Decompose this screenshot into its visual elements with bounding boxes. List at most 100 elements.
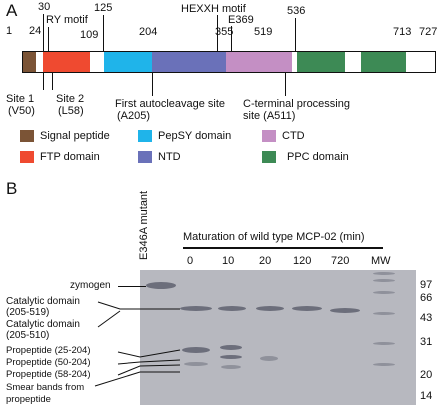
segment-ftp-domain bbox=[43, 52, 90, 72]
position-536: 536 bbox=[287, 5, 306, 17]
segment-signal-peptide bbox=[23, 52, 36, 72]
site1-line bbox=[43, 72, 44, 90]
panel-b-letter: B bbox=[6, 179, 18, 198]
tick-30 bbox=[43, 14, 44, 52]
gel-band-propeptide-20 bbox=[260, 356, 278, 361]
gel-band-zymogen bbox=[146, 282, 176, 289]
position-355: 355 bbox=[215, 26, 234, 38]
site2-line bbox=[52, 72, 53, 90]
position-713: 713 bbox=[393, 26, 412, 38]
gel-band-smear-0 bbox=[184, 362, 208, 366]
gel-band-catalytic-0 bbox=[180, 306, 212, 311]
mw-66: 66 bbox=[420, 292, 433, 304]
ladder-14 bbox=[373, 363, 395, 366]
gel-band-catalytic-120 bbox=[292, 306, 322, 311]
ry-motif-label: RY motif bbox=[46, 14, 88, 26]
gel-band-smear-10 bbox=[221, 365, 241, 369]
ladder-31 bbox=[373, 312, 395, 315]
mw-20: 20 bbox=[420, 369, 433, 381]
position-30: 30 bbox=[38, 1, 51, 13]
legend-ntd: NTD bbox=[158, 151, 181, 163]
label-catalytic-1b: (205-519) bbox=[6, 307, 50, 318]
label-smear-a: Smear bands from bbox=[6, 382, 85, 393]
ladder-97 bbox=[373, 272, 395, 275]
position-519: 519 bbox=[254, 26, 273, 38]
tick-125 bbox=[103, 15, 104, 52]
ladder-20 bbox=[373, 342, 395, 345]
site1-label: Site 1 bbox=[6, 93, 35, 105]
time-10: 10 bbox=[222, 255, 235, 267]
mw-31: 31 bbox=[420, 336, 433, 348]
site2-residue: (L58) bbox=[58, 105, 84, 117]
site2-label: Site 2 bbox=[56, 93, 85, 105]
label-propeptide-25-204: Propeptide (25-204) bbox=[6, 345, 91, 356]
segment-ntd bbox=[152, 52, 226, 72]
label-propeptide-50-204: Propeptide (50-204) bbox=[6, 357, 91, 368]
legend-swatch-ctd bbox=[262, 130, 276, 142]
label-catalytic-2a: Catalytic domain bbox=[6, 319, 80, 330]
mw-43: 43 bbox=[420, 312, 433, 324]
gel-band-propeptide-0 bbox=[182, 347, 210, 353]
gel-band-catalytic-10 bbox=[218, 306, 246, 311]
cterm-label: C-terminal processing bbox=[243, 98, 350, 110]
label-propeptide-58-204: Propeptide (58-204) bbox=[6, 369, 91, 380]
label-catalytic-2b: (205-510) bbox=[6, 330, 50, 341]
cterm-line bbox=[285, 72, 286, 96]
gel-band-catalytic-20 bbox=[256, 306, 284, 311]
tick-ry bbox=[48, 27, 49, 52]
position-204: 204 bbox=[139, 26, 158, 38]
label-catalytic-1a: Catalytic domain bbox=[6, 296, 80, 307]
legend-pepsy-domain: PepSY domain bbox=[158, 130, 232, 142]
position-125: 125 bbox=[94, 2, 113, 14]
gel-band-catalytic-720 bbox=[330, 308, 360, 313]
autocleavage-residue: (A205) bbox=[117, 110, 151, 122]
segment-ppc-domain-2 bbox=[361, 52, 406, 72]
maturation-title: Maturation of wild type MCP-02 (min) bbox=[183, 231, 365, 243]
segment-ctd bbox=[226, 52, 292, 72]
position-109: 109 bbox=[80, 29, 99, 41]
position-24: 24 bbox=[29, 25, 42, 37]
mw-label: MW bbox=[371, 255, 391, 267]
legend-swatch-ntd bbox=[138, 151, 152, 163]
time-20: 20 bbox=[259, 255, 272, 267]
segment-pepsy-domain bbox=[104, 52, 152, 72]
position-727: 727 bbox=[419, 26, 438, 38]
ladder-43 bbox=[373, 291, 395, 294]
mw-97: 97 bbox=[420, 279, 433, 291]
legend-swatch-pepsy bbox=[138, 130, 152, 142]
time-120: 120 bbox=[293, 255, 312, 267]
legend-swatch-signal-peptide bbox=[20, 130, 34, 142]
legend-swatch-ftp bbox=[20, 151, 34, 163]
legend-ppc-domain: PPC domain bbox=[287, 151, 349, 163]
legend-signal-peptide: Signal peptide bbox=[40, 130, 110, 142]
line-zymogen bbox=[118, 286, 146, 287]
cterm-residue: site (A511) bbox=[243, 110, 296, 122]
e369-label: E369 bbox=[228, 14, 254, 26]
position-1: 1 bbox=[6, 25, 13, 37]
legend-ftp-domain: FTP domain bbox=[40, 151, 100, 163]
sds-page-gel bbox=[140, 270, 416, 405]
site1-residue: (V50) bbox=[8, 105, 35, 117]
label-zymogen: zymogen bbox=[70, 280, 111, 291]
label-smear-b: propeptide bbox=[6, 394, 51, 405]
protein-bar-outline bbox=[22, 51, 436, 73]
autocleavage-line bbox=[152, 72, 153, 96]
time-0: 0 bbox=[187, 255, 194, 267]
tick-536 bbox=[295, 18, 296, 52]
hexxh-motif-label: HEXXH motif bbox=[181, 3, 246, 15]
gel-band-propeptide-10b bbox=[220, 355, 242, 359]
mw-14: 14 bbox=[420, 390, 433, 402]
time-720: 720 bbox=[331, 255, 350, 267]
tick-hexxh bbox=[217, 15, 218, 52]
maturation-bracket-line bbox=[183, 247, 383, 249]
gel-band-propeptide-10a bbox=[220, 345, 242, 350]
legend-swatch-ppc bbox=[262, 151, 276, 163]
legend-ctd: CTD bbox=[282, 130, 305, 142]
panel-a-letter: A bbox=[6, 1, 18, 20]
segment-ppc-domain-1 bbox=[297, 52, 345, 72]
autocleavage-label: First autocleavage site bbox=[115, 98, 226, 110]
ladder-66 bbox=[373, 279, 395, 282]
tick-e369 bbox=[231, 26, 232, 52]
